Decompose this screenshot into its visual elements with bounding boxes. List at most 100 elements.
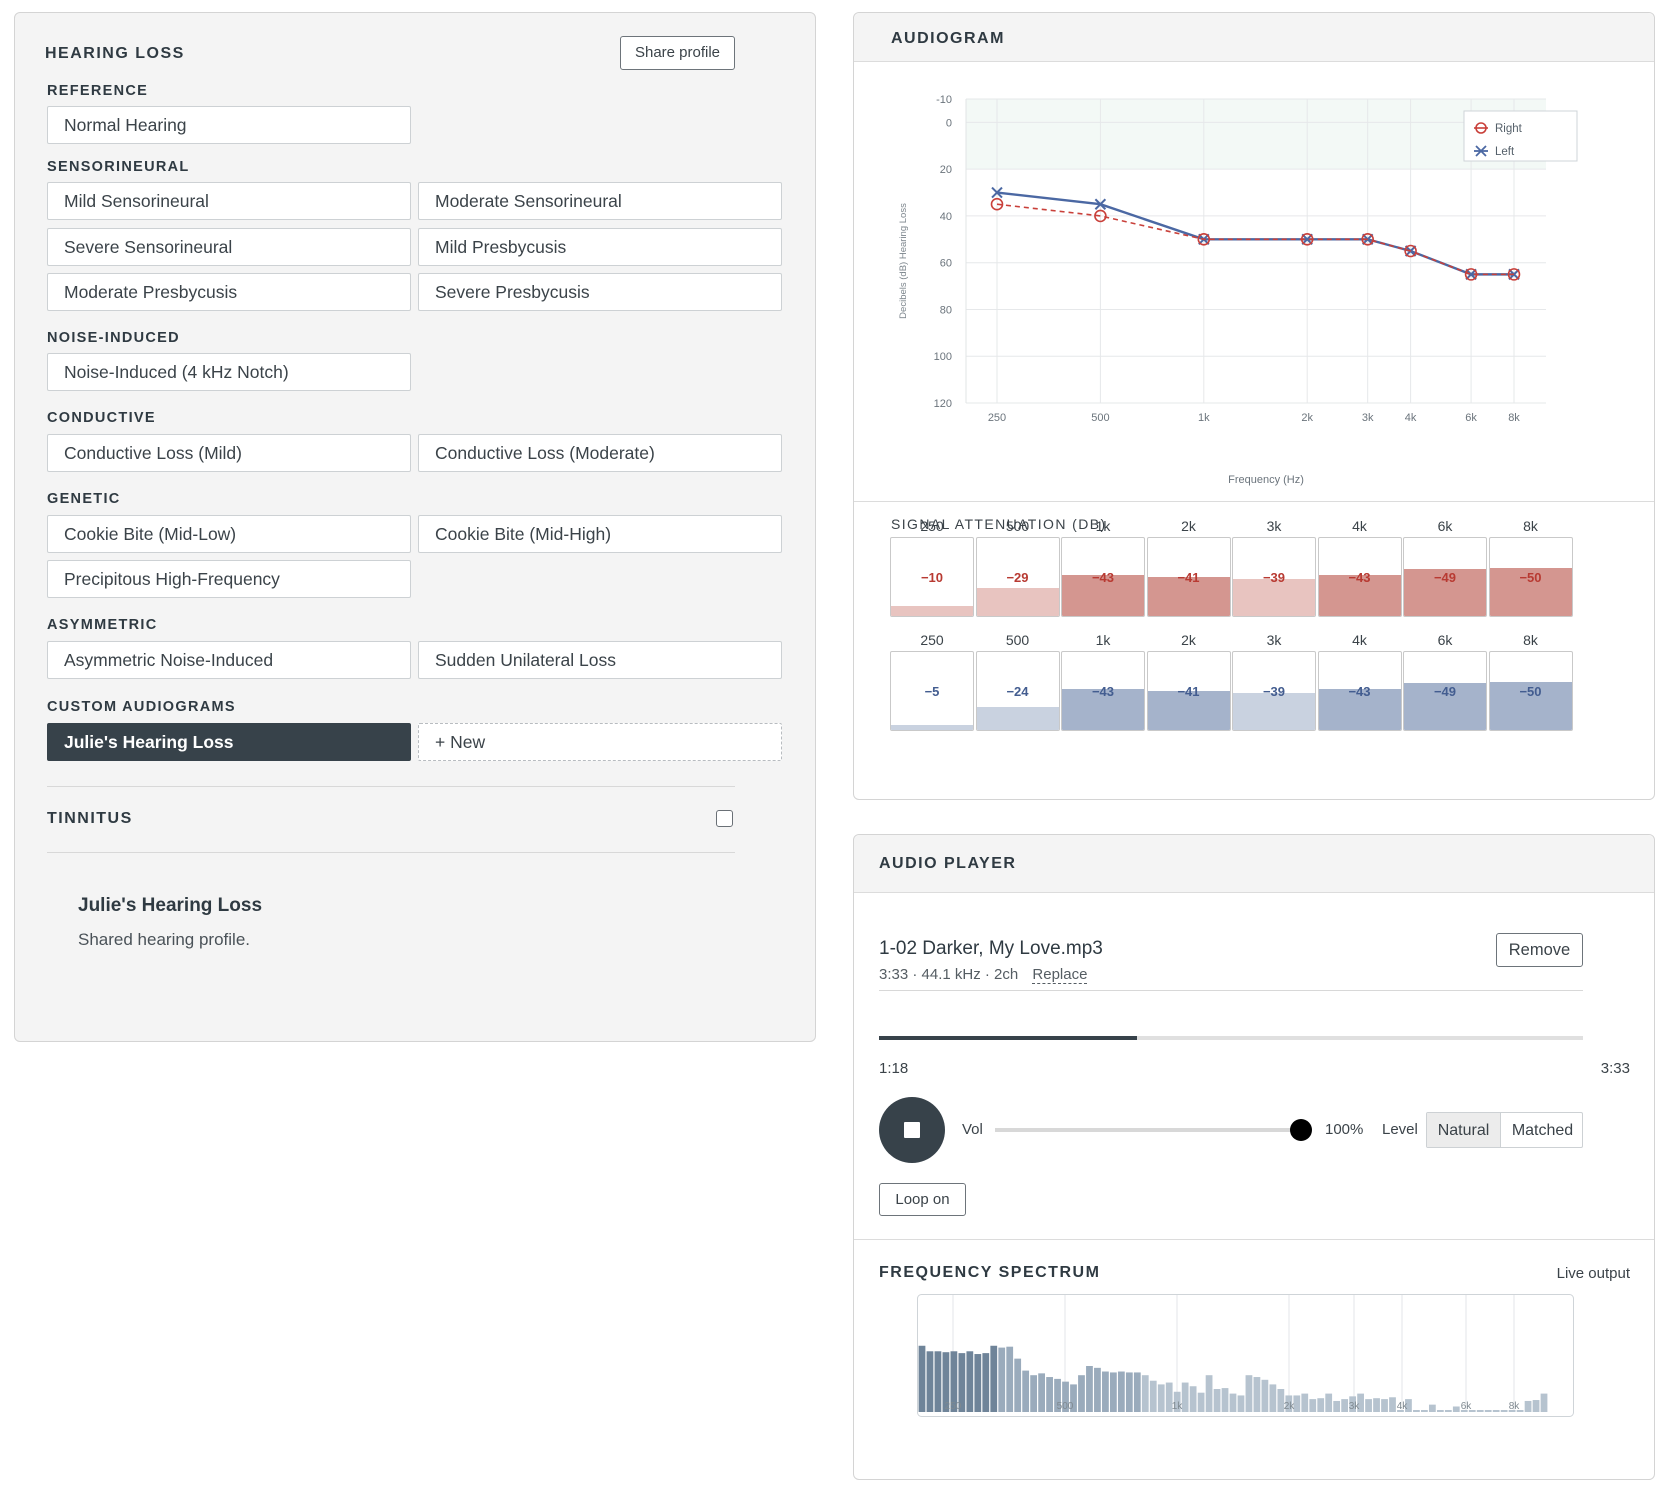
duration-time: 3:33 (1600, 1060, 1630, 1077)
profile-name: Julie's Hearing Loss (78, 895, 263, 916)
preset-sudden-unilateral-loss[interactable]: Sudden Unilateral Loss (418, 641, 782, 679)
left-ear-line (996, 191, 1514, 276)
attenuation-value: −5 (924, 684, 940, 699)
attenuation-value: −50 (1519, 684, 1542, 699)
attenuation-cell-left: −24 (975, 651, 1060, 731)
attenuation-value: −41 (1177, 684, 1200, 699)
attenuation-cell-left: −49 (1403, 651, 1487, 731)
preset-precipitous-high-frequency[interactable]: Precipitous High-Frequency (47, 560, 411, 598)
level-matched-option[interactable]: Matched (1511, 1122, 1574, 1139)
spectrum-bar (1373, 1398, 1380, 1412)
preset-asymmetric-noise-induced[interactable]: Asymmetric Noise-Induced (47, 641, 411, 679)
spectrum-bar (1062, 1381, 1069, 1412)
spectrum-bar (1046, 1377, 1053, 1412)
share-profile-button[interactable]: Share profile (620, 36, 735, 70)
spectrum-bar (1229, 1393, 1237, 1412)
spectrum-bar (1500, 1410, 1508, 1412)
spectrum-bar (990, 1345, 998, 1412)
profile-description: Shared hearing profile. (78, 930, 251, 949)
right-ear-point (1197, 233, 1211, 246)
attenuation-fill (1062, 575, 1144, 616)
spectrum-bar (1325, 1393, 1333, 1412)
divider (854, 1239, 1654, 1240)
spectrum-bar (942, 1352, 950, 1412)
preset-noise-induced-notch[interactable]: Noise-Induced (4 kHz Notch) (47, 353, 411, 391)
right-ear-point (1094, 209, 1107, 223)
preset-moderate-presbycusis[interactable]: Moderate Presbycusis (47, 273, 411, 311)
right-ear-point (1300, 233, 1314, 246)
spectrum-bar (1397, 1410, 1404, 1412)
group-label-asymmetric: ASYMMETRIC (47, 617, 158, 633)
spectrum-bar (1269, 1384, 1277, 1412)
preset-conductive-moderate[interactable]: Conductive Loss (Moderate) (418, 434, 782, 472)
x-tick-label: 2k (1301, 412, 1313, 424)
progress-fill (879, 1036, 1137, 1040)
spectrum-bar (1476, 1410, 1484, 1412)
custom-audiogram-julie[interactable]: Julie's Hearing Loss (47, 723, 411, 761)
audiogram-title: AUDIOGRAM (891, 30, 1005, 47)
preset-conductive-mild[interactable]: Conductive Loss (Mild) (47, 434, 411, 472)
stop-icon (904, 1122, 920, 1138)
spectrum-bar (1181, 1382, 1189, 1412)
spectrum-bar (1468, 1410, 1476, 1412)
level-toggle: Natural Matched (1426, 1112, 1583, 1148)
spectrum-bar (1054, 1378, 1061, 1412)
file-name: 1-02 Darker, My Love.mp3 (879, 938, 1103, 959)
spectrum-bar (1317, 1398, 1325, 1412)
tinnitus-checkbox[interactable] (716, 810, 733, 827)
attenuation-value: −49 (1433, 570, 1457, 585)
spectrum-bar (1524, 1400, 1532, 1412)
spectrum-bar (918, 1345, 926, 1412)
attenuation-cell-right: −43 (1061, 537, 1145, 617)
spectrum-bar (1349, 1396, 1357, 1412)
spectrum-bar (1189, 1386, 1197, 1412)
spectrum-bar (1038, 1373, 1045, 1412)
spectrum-bar (1141, 1375, 1149, 1412)
preset-cookie-bite-mid-high[interactable]: Cookie Bite (Mid-High) (418, 515, 782, 553)
attenuation-value: −43 (1348, 684, 1371, 699)
spectrum-tick-label: 2k (1284, 1401, 1296, 1412)
preset-severe-sensorineural[interactable]: Severe Sensorineural (47, 228, 411, 266)
spectrum-bar (1421, 1410, 1428, 1412)
new-audiogram-button[interactable]: + New (418, 723, 782, 761)
attenuation-freq-label: 3k (1266, 518, 1282, 534)
attenuation-cell-left: −41 (1146, 651, 1231, 731)
volume-thumb[interactable] (1290, 1119, 1312, 1141)
attenuation-freq-label: 250 (920, 518, 944, 534)
y-tick-label: 80 (940, 304, 952, 316)
replace-link[interactable]: Replace (1032, 966, 1088, 984)
preset-severe-presbycusis[interactable]: Severe Presbycusis (418, 273, 782, 311)
spectrum-tick-label: 6k (1461, 1401, 1473, 1412)
spectrum-bar (1006, 1346, 1014, 1412)
preset-moderate-sensorineural[interactable]: Moderate Sensorineural (418, 182, 782, 220)
spectrum-bar (1293, 1395, 1301, 1412)
volume-slider[interactable] (995, 1119, 1312, 1141)
x-tick-label: 8k (1508, 412, 1520, 424)
y-tick-label: 20 (940, 164, 952, 176)
level-label: Level (1382, 1121, 1418, 1138)
attenuation-value: −49 (1433, 684, 1457, 699)
spectrum-tick-label: 4k (1397, 1401, 1409, 1412)
legend-left-marker-icon (1474, 145, 1488, 157)
y-tick-label: -10 (936, 94, 952, 106)
loop-toggle-button[interactable]: Loop on (879, 1183, 966, 1216)
attenuation-freq-label: 6k (1437, 518, 1453, 534)
stop-button[interactable] (879, 1097, 945, 1163)
preset-mild-presbycusis[interactable]: Mild Presbycusis (418, 228, 782, 266)
spectrum-bar (1516, 1410, 1524, 1412)
level-natural-option[interactable]: Natural (1427, 1113, 1501, 1147)
remove-button[interactable]: Remove (1496, 933, 1583, 967)
preset-mild-sensorineural[interactable]: Mild Sensorineural (47, 182, 411, 220)
y-tick-label: 0 (946, 117, 952, 129)
preset-normal-hearing[interactable]: Normal Hearing (47, 106, 411, 144)
preset-cookie-bite-mid-low[interactable]: Cookie Bite (Mid-Low) (47, 515, 411, 553)
attenuation-cell-right: −41 (1146, 537, 1231, 617)
spectrum-tick-label: 250 (945, 1401, 962, 1412)
spectrum-tick-label: 500 (1057, 1401, 1074, 1412)
progress-bar[interactable] (879, 1036, 1583, 1040)
group-label-reference: REFERENCE (47, 83, 149, 99)
attenuation-value: −29 (1006, 570, 1029, 585)
attenuation-value: −50 (1519, 570, 1542, 585)
spectrum-bar (1125, 1372, 1133, 1412)
attenuation-cell-right: −43 (1317, 537, 1402, 617)
